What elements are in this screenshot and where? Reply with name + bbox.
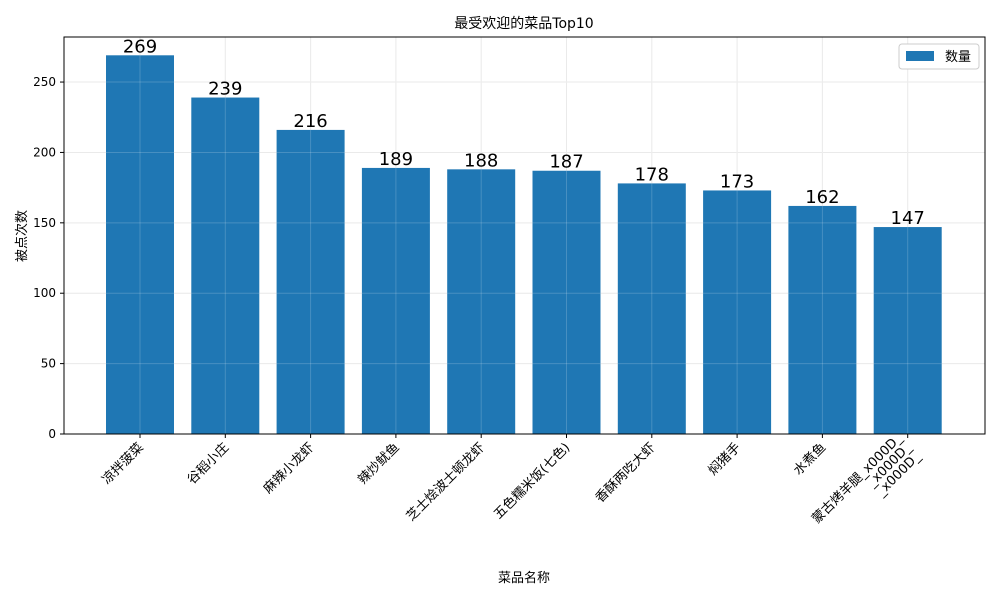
bar-value-label: 147 — [891, 208, 925, 229]
x-axis-ticks: 凉拌菠菜 谷稻小庄 麻辣小龙虾 辣炒鱿鱼 芝士烩波士顿龙虾 五色糯米饭(七色) 香酥两吃大虾… — [99, 430, 924, 545]
x-tick-label-line: 凉拌菠菜 — [99, 440, 146, 487]
bar-value-label: 188 — [464, 150, 498, 171]
y-tick-label: 200 — [33, 145, 56, 159]
bar — [191, 97, 260, 434]
y-tick-label: 50 — [41, 357, 56, 371]
bar — [106, 55, 174, 434]
x-tick-label-line: 麻辣小龙虾 — [261, 440, 318, 497]
bar — [532, 170, 601, 434]
x-tick-label: 水煮鱼 — [790, 440, 829, 479]
legend-swatch — [906, 51, 934, 61]
x-tick-label-line: 香酥两吃大虾 — [592, 440, 658, 506]
bar — [873, 227, 942, 434]
bar — [361, 167, 430, 434]
x-tick-label-text: 芝士烩波士顿龙虾 — [403, 440, 488, 525]
x-tick-label-line: 焖猪手 — [706, 440, 744, 478]
bar-value-label: 239 — [208, 79, 242, 100]
bars — [106, 55, 942, 435]
x-tick-label-line: 芝士烩波士顿龙虾 — [403, 440, 488, 525]
x-tick-label-line: 水煮鱼 — [790, 440, 829, 479]
x-axis-label: 菜品名称 — [498, 570, 550, 586]
bar-value-label: 178 — [635, 164, 669, 185]
bar-value-label: 162 — [805, 187, 839, 208]
legend-box — [898, 43, 980, 70]
y-tick-label: 250 — [33, 75, 56, 89]
x-tick-label: 凉拌菠菜 — [99, 440, 146, 487]
y-tick-label: 150 — [33, 216, 56, 230]
bar-value-label: 216 — [293, 111, 327, 132]
x-tick-label-text: 五色糯米饭(七色) — [490, 440, 573, 523]
x-tick-label: 蒙古烤羊腿_x000D__x000D__x000D_ — [809, 430, 924, 545]
x-tick-label-text: 水煮鱼 — [790, 440, 829, 479]
bar-value-label: 269 — [123, 36, 157, 57]
x-tick-label-text: 香酥两吃大虾 — [592, 440, 658, 506]
bar — [447, 169, 516, 435]
bar — [788, 205, 857, 434]
bar-value-label: 189 — [379, 149, 413, 170]
x-tick-label-text: 蒙古烤羊腿_x000D__x000D__x000D_ — [809, 430, 924, 545]
x-tick-label: 焖猪手 — [706, 440, 744, 478]
x-tick-label-text: 辣炒鱿鱼 — [355, 440, 403, 488]
x-tick-label-text: 焖猪手 — [706, 440, 744, 478]
bar-value-label: 173 — [720, 171, 754, 192]
x-tick-label: 芝士烩波士顿龙虾 — [403, 440, 488, 525]
x-tick-label: 辣炒鱿鱼 — [355, 440, 403, 488]
x-tick-label-line: 五色糯米饭(七色) — [490, 440, 573, 523]
bar-value-label: 187 — [549, 152, 583, 173]
legend: 数量 — [898, 43, 980, 70]
y-axis-ticks: 0 50 100 150 200 250 — [33, 75, 64, 441]
bar — [276, 129, 345, 434]
x-tick-label: 谷稻小庄 — [184, 440, 232, 488]
bar — [617, 183, 686, 434]
legend-label: 数量 — [945, 50, 971, 65]
chart-title: 最受欢迎的菜品Top10 — [454, 16, 593, 32]
x-tick-label-line: 辣炒鱿鱼 — [355, 440, 403, 488]
x-tick-label-text: 谷稻小庄 — [184, 440, 232, 488]
x-tick-label-text: 凉拌菠菜 — [99, 440, 146, 487]
x-tick-label-line: 谷稻小庄 — [184, 440, 232, 488]
x-tick-label: 五色糯米饭(七色) — [490, 440, 573, 523]
x-tick-label: 麻辣小龙虾 — [261, 440, 318, 497]
y-tick-label: 0 — [48, 427, 56, 441]
data-labels: 269 239 216 189 188 187 178 173 162 147 — [123, 36, 925, 229]
x-tick-label: 香酥两吃大虾 — [592, 440, 658, 506]
x-tick-label-text: 麻辣小龙虾 — [261, 440, 318, 497]
y-axis-label: 被点次数 — [14, 210, 30, 262]
bar — [703, 190, 772, 434]
plot-frame — [63, 36, 986, 435]
y-tick-label: 100 — [33, 286, 56, 300]
